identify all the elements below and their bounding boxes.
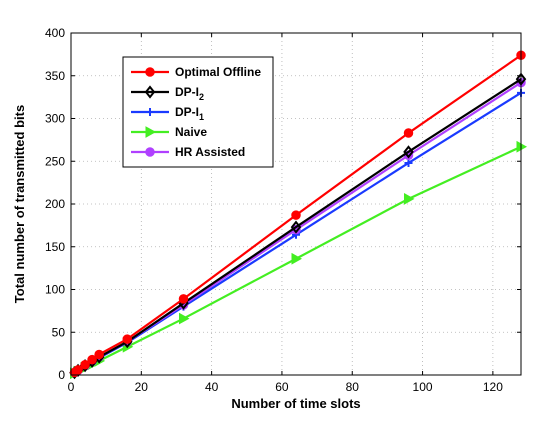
series-0: [69, 50, 526, 378]
x-tick-label: 120: [483, 380, 503, 394]
legend-marker: [145, 67, 155, 77]
series-group: [69, 50, 528, 380]
data-point-0: [87, 354, 97, 365]
legend-label: Optimal Offline: [175, 65, 261, 79]
y-tick-label: 200: [45, 197, 65, 211]
legend-label: Naive: [175, 125, 207, 139]
legend-label: DP-I2: [175, 85, 204, 102]
legend-label: DP-I1: [175, 105, 204, 122]
x-tick-label: 80: [346, 380, 360, 394]
y-tick-label: 350: [45, 69, 65, 83]
y-tick-label: 0: [58, 368, 65, 382]
series-3: [70, 140, 528, 380]
legend-marker: [145, 126, 157, 138]
x-axis-label: Number of time slots: [231, 396, 360, 411]
data-point-0: [94, 349, 104, 360]
y-tick-label: 150: [45, 240, 65, 254]
data-point-3: [291, 252, 303, 265]
y-tick-label: 50: [52, 325, 66, 339]
legend-label: HR Assisted: [175, 145, 245, 159]
legend: Optimal Offline DP-I2 DP-I1 Naive HR Assiste…: [122, 56, 274, 168]
data-point-0: [122, 334, 132, 344]
data-point-1: [290, 220, 302, 234]
y-tick-label: 100: [45, 283, 65, 297]
data-point-3: [179, 312, 190, 325]
grid-lines: [71, 33, 521, 375]
x-tick-label: 40: [205, 380, 219, 394]
data-point-1: [403, 145, 414, 159]
x-tick-label: 0: [68, 380, 75, 394]
data-point-0: [178, 294, 189, 304]
data-point-0: [73, 365, 83, 375]
legend-marker: [144, 85, 156, 99]
y-tick-label: 250: [45, 154, 65, 168]
y-tick-label: 400: [45, 26, 65, 40]
x-tick-label: 100: [413, 380, 433, 394]
axis-ticks: 0 20 40 60 80 100 120 0 50 100 150 200 250 300 350 400: [45, 26, 521, 394]
data-point-0: [291, 210, 301, 220]
data-point-0: [80, 359, 90, 370]
data-point-2: [404, 158, 413, 167]
y-axis-label: Total number of transmitted bits: [12, 105, 27, 303]
data-point-0: [403, 128, 414, 138]
data-point-3: [404, 193, 415, 205]
x-tick-label: 20: [135, 380, 149, 394]
y-tick-label: 300: [45, 112, 65, 126]
legend-marker: [146, 108, 154, 116]
x-tick-label: 60: [275, 380, 289, 394]
legend-marker: [145, 147, 155, 157]
